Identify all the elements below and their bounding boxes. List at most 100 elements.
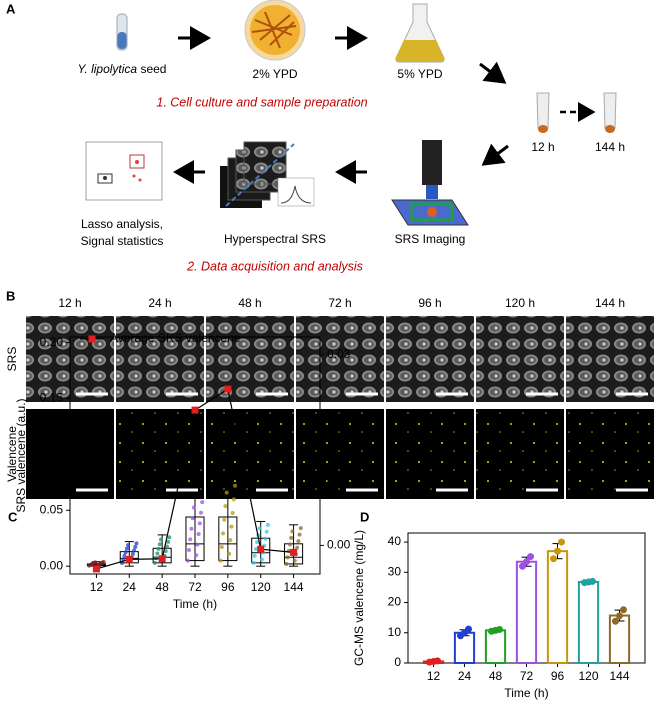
marker xyxy=(257,545,265,553)
bar xyxy=(546,550,569,664)
x-tick-label: 144 xyxy=(284,580,304,594)
x-tick-label: 96 xyxy=(221,580,235,594)
srs-image xyxy=(566,316,654,402)
row-label: SRS xyxy=(5,347,19,372)
plate-agar xyxy=(250,5,300,55)
boxplot-thumbnail xyxy=(85,141,163,201)
panel-label: B xyxy=(6,288,15,303)
cell-dot xyxy=(164,544,169,549)
x-tick-label: 48 xyxy=(489,669,503,683)
box xyxy=(284,543,304,565)
cell-dot xyxy=(133,544,138,549)
cell-dot xyxy=(229,524,234,529)
seed-label: Y. lipolytica seed xyxy=(78,62,167,76)
replicate-dot xyxy=(550,555,557,563)
cell-dot xyxy=(132,548,137,553)
cell-dot xyxy=(134,541,139,546)
objective xyxy=(422,140,442,185)
replicate-dot xyxy=(496,625,503,633)
cell-dot xyxy=(124,546,129,551)
lens xyxy=(426,185,438,199)
image-stack xyxy=(220,141,315,208)
pellet xyxy=(605,125,615,133)
cell-dot xyxy=(230,510,235,515)
sample xyxy=(427,207,437,217)
cell-dot xyxy=(290,529,295,534)
cell-dot xyxy=(190,516,195,521)
cell-dot xyxy=(297,532,302,537)
time-label: 48 h xyxy=(238,296,261,310)
y-tick-label: 40 xyxy=(388,534,402,548)
y-tick-label: 20 xyxy=(388,595,402,609)
y-tick-label: 10 xyxy=(388,625,402,639)
cell-dot xyxy=(298,526,303,531)
replicate-dot xyxy=(519,562,526,570)
box xyxy=(218,516,238,562)
cell-dot xyxy=(200,500,205,505)
valencene-image xyxy=(476,409,564,499)
x-tick-label: 120 xyxy=(578,669,598,683)
box xyxy=(185,516,205,562)
cell-dot xyxy=(255,540,260,545)
cell-dot xyxy=(155,551,160,556)
y2-tick-label: 0.02 xyxy=(327,411,351,425)
cell-dot xyxy=(126,543,131,548)
replicate-dot xyxy=(523,558,530,566)
y-tick-label: 0.05 xyxy=(40,502,64,516)
species: Y. lipolytica xyxy=(78,62,138,76)
cell-dot xyxy=(93,560,98,565)
cell-dot xyxy=(222,517,227,522)
cell-dot xyxy=(157,542,162,547)
time-label: 12 h xyxy=(531,140,554,154)
y-axis-label: SRS valencene (a.u.) xyxy=(14,398,28,512)
bar xyxy=(484,629,507,664)
cell-dot xyxy=(219,544,224,549)
marker xyxy=(290,548,298,556)
cell-dot xyxy=(265,522,270,527)
cell-dot xyxy=(167,535,172,540)
cell-dot xyxy=(187,547,191,552)
cell-dot xyxy=(263,536,268,541)
cell-dot xyxy=(264,529,269,534)
bar xyxy=(515,560,538,665)
x-tick-label: 48 xyxy=(155,580,169,594)
cell-dot xyxy=(101,560,106,565)
srs-image xyxy=(386,316,474,402)
cell-dot xyxy=(253,547,258,552)
box xyxy=(152,547,172,564)
cell-dot xyxy=(295,545,300,550)
marker xyxy=(125,555,133,563)
x-tick-label: 144 xyxy=(609,669,629,683)
step-title: 2. Data acquisition and analysis xyxy=(186,259,363,273)
valencene-image xyxy=(116,409,204,499)
cell-dot xyxy=(289,535,294,540)
replicate-dot xyxy=(612,617,619,625)
cell-dot xyxy=(259,557,264,562)
colonies xyxy=(251,11,297,49)
time-label: 144 h xyxy=(595,140,625,154)
cell-dot xyxy=(284,561,289,566)
cell-dot xyxy=(194,553,199,558)
y-tick-label: 30 xyxy=(388,564,402,578)
cell-dot xyxy=(152,560,157,565)
replicate-dot xyxy=(554,547,561,555)
cell-dot xyxy=(227,551,232,556)
time-label: 96 h xyxy=(418,296,441,310)
panel-a: A Y. lipolytica seed 2% YPD 5% YPD 1. Ce… xyxy=(6,0,625,273)
cell-dot xyxy=(223,504,228,509)
time-label: 72 h xyxy=(328,296,351,310)
cell-dot xyxy=(130,551,135,556)
cell-dot xyxy=(285,555,290,560)
row-label: Valencene xyxy=(5,426,19,482)
cell-dot xyxy=(156,546,161,551)
replicate-dot xyxy=(589,577,596,585)
y2-tick-label: 0.01 xyxy=(327,474,351,488)
cell-dot xyxy=(191,505,196,510)
cell-dot xyxy=(292,558,297,563)
step-label: Hyperspectral SRS xyxy=(224,232,326,246)
seed-text: seed xyxy=(140,62,166,76)
srs-image xyxy=(116,316,204,402)
cell-dot xyxy=(197,521,202,526)
